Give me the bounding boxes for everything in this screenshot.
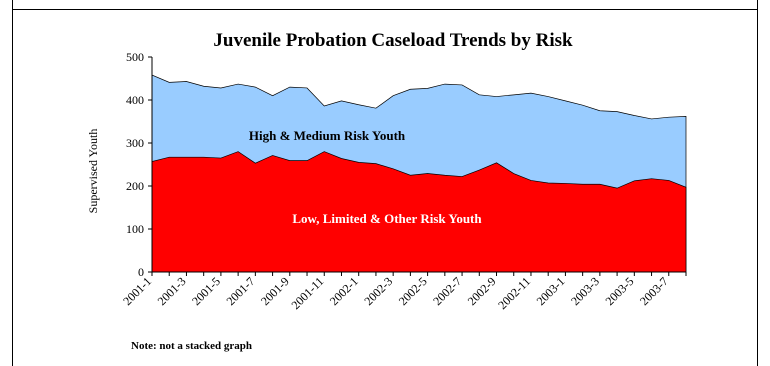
chart-title: Juvenile Probation Caseload Trends by Ri… [213,30,573,51]
x-tick-label: 2001-5 [189,274,223,308]
x-tick-label: 2003-5 [603,274,637,308]
y-tick-label: 300 [126,136,144,150]
y-tick-label: 200 [126,179,144,193]
x-tick-label: 2003-7 [637,274,671,308]
x-tick-label: 2001-9 [258,274,292,308]
series-label-low-limited: Low, Limited & Other Risk Youth [292,211,482,226]
area-series-group [151,74,687,273]
x-tick-label: 2002-1 [327,274,361,308]
area-series-1 [151,151,687,273]
x-tick-label: 2002-3 [361,274,395,308]
x-tick-label: 2001-1 [120,274,154,308]
x-tick-label: 2003-3 [568,274,602,308]
x-tick-label: 2001-3 [155,274,189,308]
chart-frame [12,0,758,366]
y-tick-label: 400 [126,93,144,107]
x-tick-label: 2001-7 [224,274,258,308]
x-tick-label: 2002-9 [465,274,499,308]
x-tick-label: 2002-7 [430,274,464,308]
y-axis-label: Supervised Youth [86,129,100,214]
series-label-high-medium: High & Medium Risk Youth [249,128,406,143]
x-tick-label: 2002-5 [396,274,430,308]
y-tick-label: 500 [126,50,144,64]
y-tick-label: 100 [126,222,144,236]
x-tick-label: 2002-11 [495,274,533,312]
chart-note: Note: not a stacked graph [131,340,252,352]
x-tick-label: 2003-1 [534,274,568,308]
y-tick-label: 0 [138,265,144,279]
x-tick-label: 2001-11 [289,274,327,312]
frame-top-border [12,0,758,10]
